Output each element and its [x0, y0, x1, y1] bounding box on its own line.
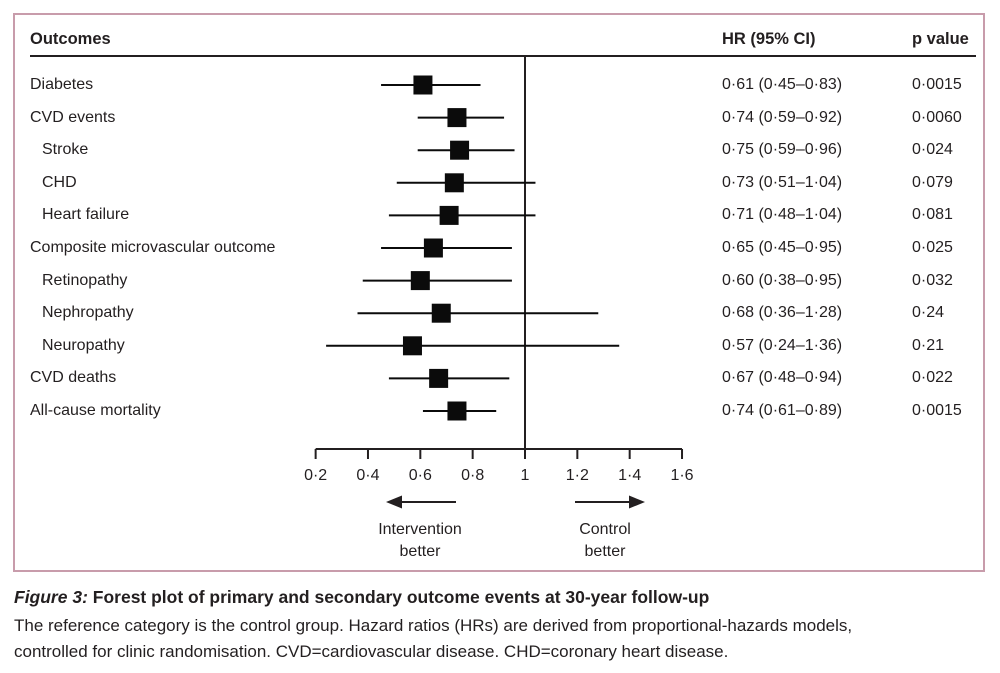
hr-point-marker	[431, 303, 451, 323]
outcome-label: Heart failure	[42, 206, 130, 224]
left-arrow-head	[386, 495, 402, 509]
x-tick-label: 0·4	[356, 467, 379, 484]
hr-ci-value: 0·61 (0·45–0·83)	[722, 76, 843, 93]
outcome-label: CHD	[42, 173, 77, 191]
header-divider-rule	[30, 55, 976, 57]
outcome-label: CVD events	[30, 108, 116, 126]
outcome-label: Retinopathy	[42, 271, 128, 289]
column-header-outcomes: Outcomes	[30, 30, 111, 48]
outcome-label: Composite microvascular outcome	[30, 239, 276, 256]
hr-point-marker	[413, 75, 433, 95]
p-value: 0·21	[912, 336, 945, 354]
direction-label: better	[585, 543, 627, 560]
x-tick-label: 1·6	[670, 467, 693, 484]
hr-point-marker	[410, 271, 430, 291]
p-value: 0·025	[912, 239, 953, 256]
p-value: 0·024	[912, 141, 953, 159]
hr-point-marker	[402, 336, 422, 356]
hr-ci-value: 0·68 (0·36–1·28)	[722, 304, 843, 322]
x-tick-label: 0·2	[304, 467, 327, 484]
direction-label: better	[400, 543, 442, 560]
p-value: 0·0015	[912, 76, 962, 93]
figure-number-label: Figure 3:	[14, 587, 88, 607]
p-value: 0·022	[912, 369, 953, 387]
p-value: 0·079	[912, 173, 953, 191]
p-value: 0·032	[912, 271, 953, 289]
outcome-label: Neuropathy	[42, 336, 125, 354]
hr-ci-value: 0·74 (0·61–0·89)	[722, 402, 843, 419]
hr-point-marker	[444, 173, 464, 193]
x-tick-label: 0·8	[461, 467, 484, 484]
column-header-p-value: p value	[912, 30, 969, 48]
hr-point-marker	[423, 238, 443, 258]
hr-ci-value: 0·71 (0·48–1·04)	[722, 206, 843, 224]
outcome-label: Nephropathy	[42, 304, 134, 322]
forest-plot-area: Outcomes HR (95% CI) p value Diabetes 0·6…	[15, 15, 983, 570]
forest-plot-svg: 0·2 0·4 0·6 0·8 1 1·2 1·4 1·6 Intervention better…	[304, 56, 694, 560]
figure-panel: Outcomes HR (95% CI) p value Diabetes 0·6…	[13, 13, 985, 572]
x-tick-label: 1·2	[566, 467, 589, 484]
x-tick-label: 0·6	[409, 467, 432, 484]
hr-point-marker	[439, 205, 459, 225]
hr-ci-value: 0·65 (0·45–0·95)	[722, 239, 843, 256]
hr-ci-value: 0·75 (0·59–0·96)	[722, 141, 843, 159]
outcome-label: All-cause mortality	[30, 402, 161, 419]
hr-point-marker	[447, 108, 467, 128]
x-tick-label: 1	[521, 467, 530, 484]
hr-ci-value: 0·60 (0·38–0·95)	[722, 271, 843, 289]
x-tick-label: 1·4	[618, 467, 641, 484]
figure-title: Forest plot of primary and secondary out…	[87, 587, 710, 607]
p-value: 0·081	[912, 206, 953, 224]
direction-label: Control	[579, 521, 631, 538]
figure-footnote: The reference category is the control gr…	[14, 616, 853, 661]
hr-ci-value: 0·57 (0·24–1·36)	[722, 336, 843, 354]
outcome-label: Diabetes	[30, 76, 94, 93]
p-value: 0·0015	[912, 402, 962, 419]
column-header-hr-ci: HR (95% CI)	[722, 30, 816, 48]
hr-ci-value: 0·67 (0·48–0·94)	[722, 369, 843, 387]
outcome-label: Stroke	[42, 141, 89, 159]
hr-point-marker	[447, 401, 467, 421]
p-value: 0·0060	[912, 108, 962, 126]
figure-caption: Figure 3: Forest plot of primary and sec…	[14, 586, 986, 608]
direction-label: Intervention	[378, 521, 462, 538]
outcome-label: CVD deaths	[30, 369, 117, 387]
hr-ci-value: 0·74 (0·59–0·92)	[722, 108, 843, 126]
hr-ci-value: 0·73 (0·51–1·04)	[722, 173, 843, 191]
hr-point-marker	[450, 140, 470, 160]
hr-point-marker	[429, 368, 449, 388]
right-arrow-head	[629, 495, 645, 509]
p-value: 0·24	[912, 304, 945, 322]
